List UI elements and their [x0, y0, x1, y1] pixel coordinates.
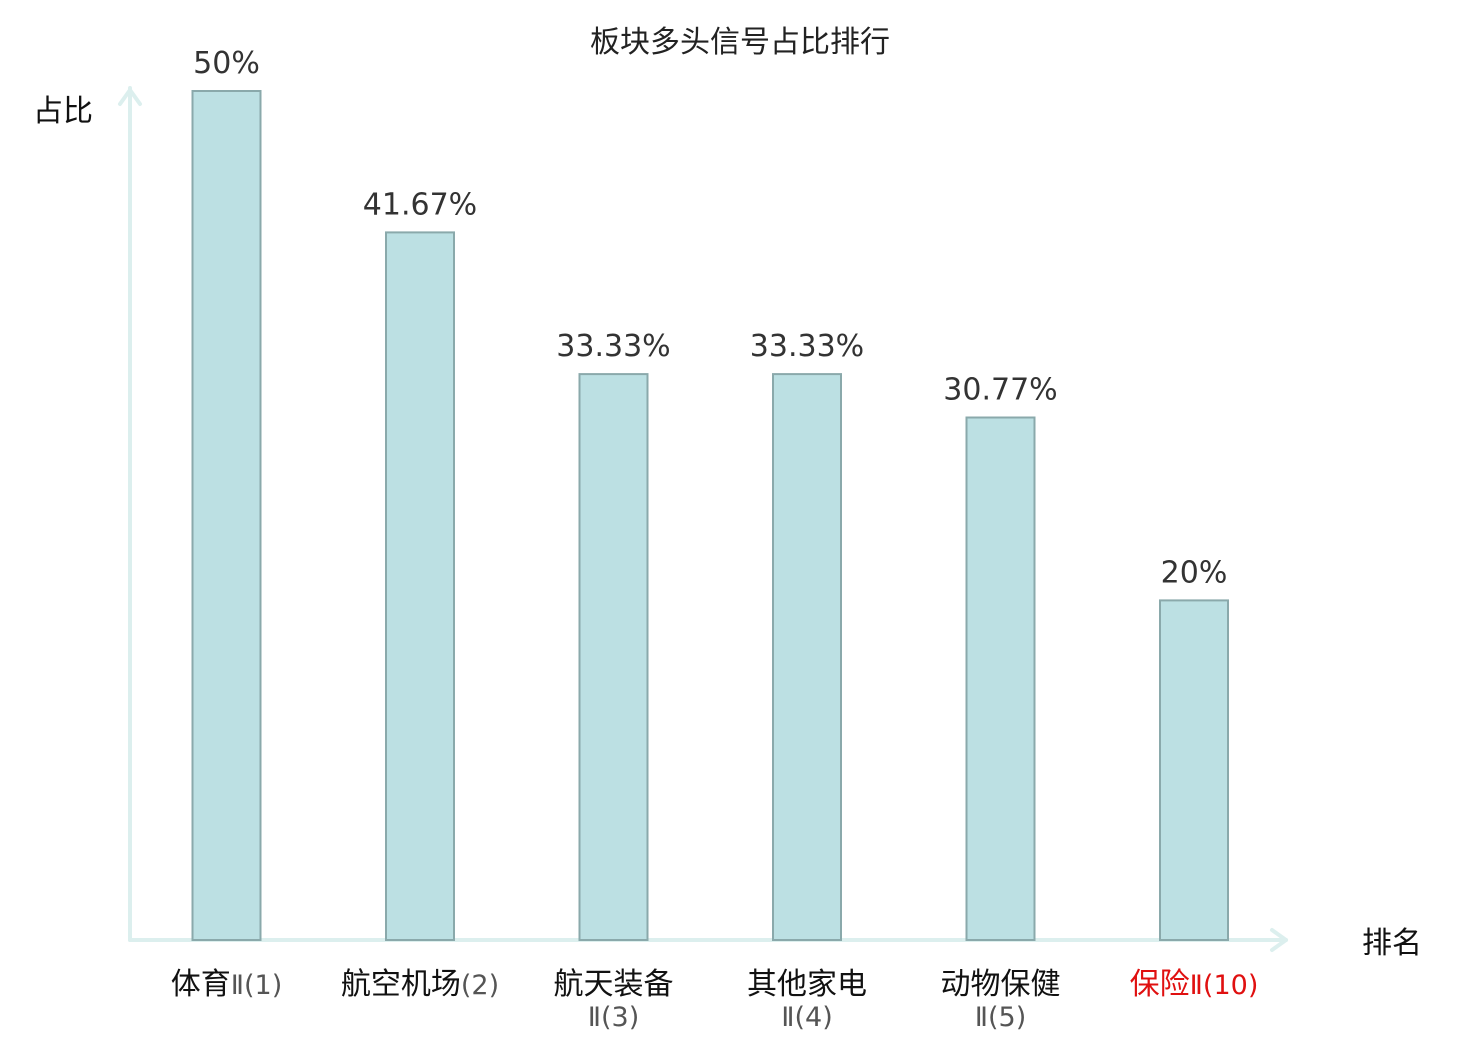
bar-3	[578, 373, 649, 942]
x-axis-label: 排名	[1362, 926, 1422, 961]
category-label-5: 动物保健	[941, 967, 1061, 1002]
chart-title: 板块多头信号占比排行	[590, 25, 890, 60]
value-label-2: 41.67%	[363, 187, 477, 222]
axes	[118, 86, 1288, 952]
category-rank-3: Ⅱ(3)	[588, 1002, 640, 1033]
value-label-5: 30.77%	[943, 373, 1057, 408]
value-label-3: 33.33%	[556, 329, 670, 364]
bar-6	[1159, 599, 1229, 942]
category-rank-4: Ⅱ(4)	[781, 1002, 833, 1033]
category-rank-5: Ⅱ(5)	[975, 1002, 1027, 1033]
category-label-6: 保险Ⅱ(10)	[1130, 967, 1259, 1002]
value-labels: 50% 41.67% 33.33% 33.33% 30.77% 20%	[193, 46, 1227, 590]
category-label-2: 航空机场(2)	[341, 967, 499, 1002]
bar-2	[385, 231, 455, 941]
value-label-1: 50%	[193, 46, 260, 81]
category-label-3: 航天装备	[554, 967, 674, 1002]
x-axis-arrow-icon	[1270, 928, 1288, 952]
value-label-6: 20%	[1161, 555, 1228, 590]
category-label-4: 其他家电	[747, 967, 867, 1002]
y-axis-label: 占比	[33, 94, 93, 129]
bar-1	[191, 90, 262, 941]
bar-5	[965, 416, 1036, 941]
bar-4	[772, 373, 842, 942]
y-axis-arrow-icon	[118, 88, 142, 106]
bars	[191, 90, 1229, 942]
value-label-4: 33.33%	[750, 329, 864, 364]
category-label-1: 体育Ⅱ(1)	[171, 967, 283, 1002]
